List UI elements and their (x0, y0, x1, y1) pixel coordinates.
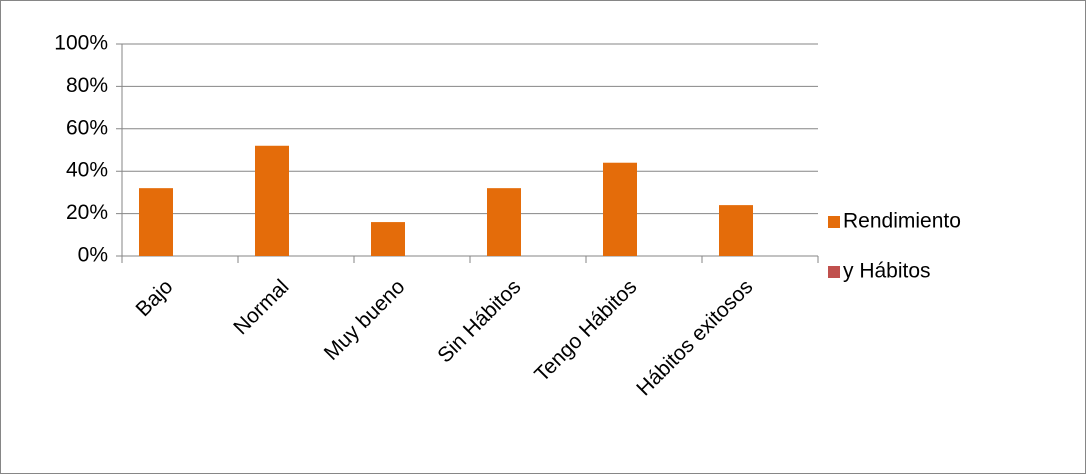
bar (139, 188, 173, 256)
bar (603, 162, 637, 256)
bar (487, 188, 521, 256)
y-tick-label: 80% (66, 74, 108, 97)
legend-label: Rendimiento (843, 210, 961, 233)
bar (371, 222, 405, 256)
y-tick-label: 20% (66, 201, 108, 224)
bar (255, 145, 289, 256)
y-tick-label: 40% (66, 159, 108, 182)
y-tick-label: 100% (54, 32, 108, 55)
bar (719, 205, 753, 256)
y-tick-label: 0% (78, 244, 108, 267)
legend-label: y Hábitos (843, 260, 931, 283)
y-tick-label: 60% (66, 116, 108, 139)
legend-swatch (828, 216, 840, 228)
legend-swatch (828, 266, 840, 278)
